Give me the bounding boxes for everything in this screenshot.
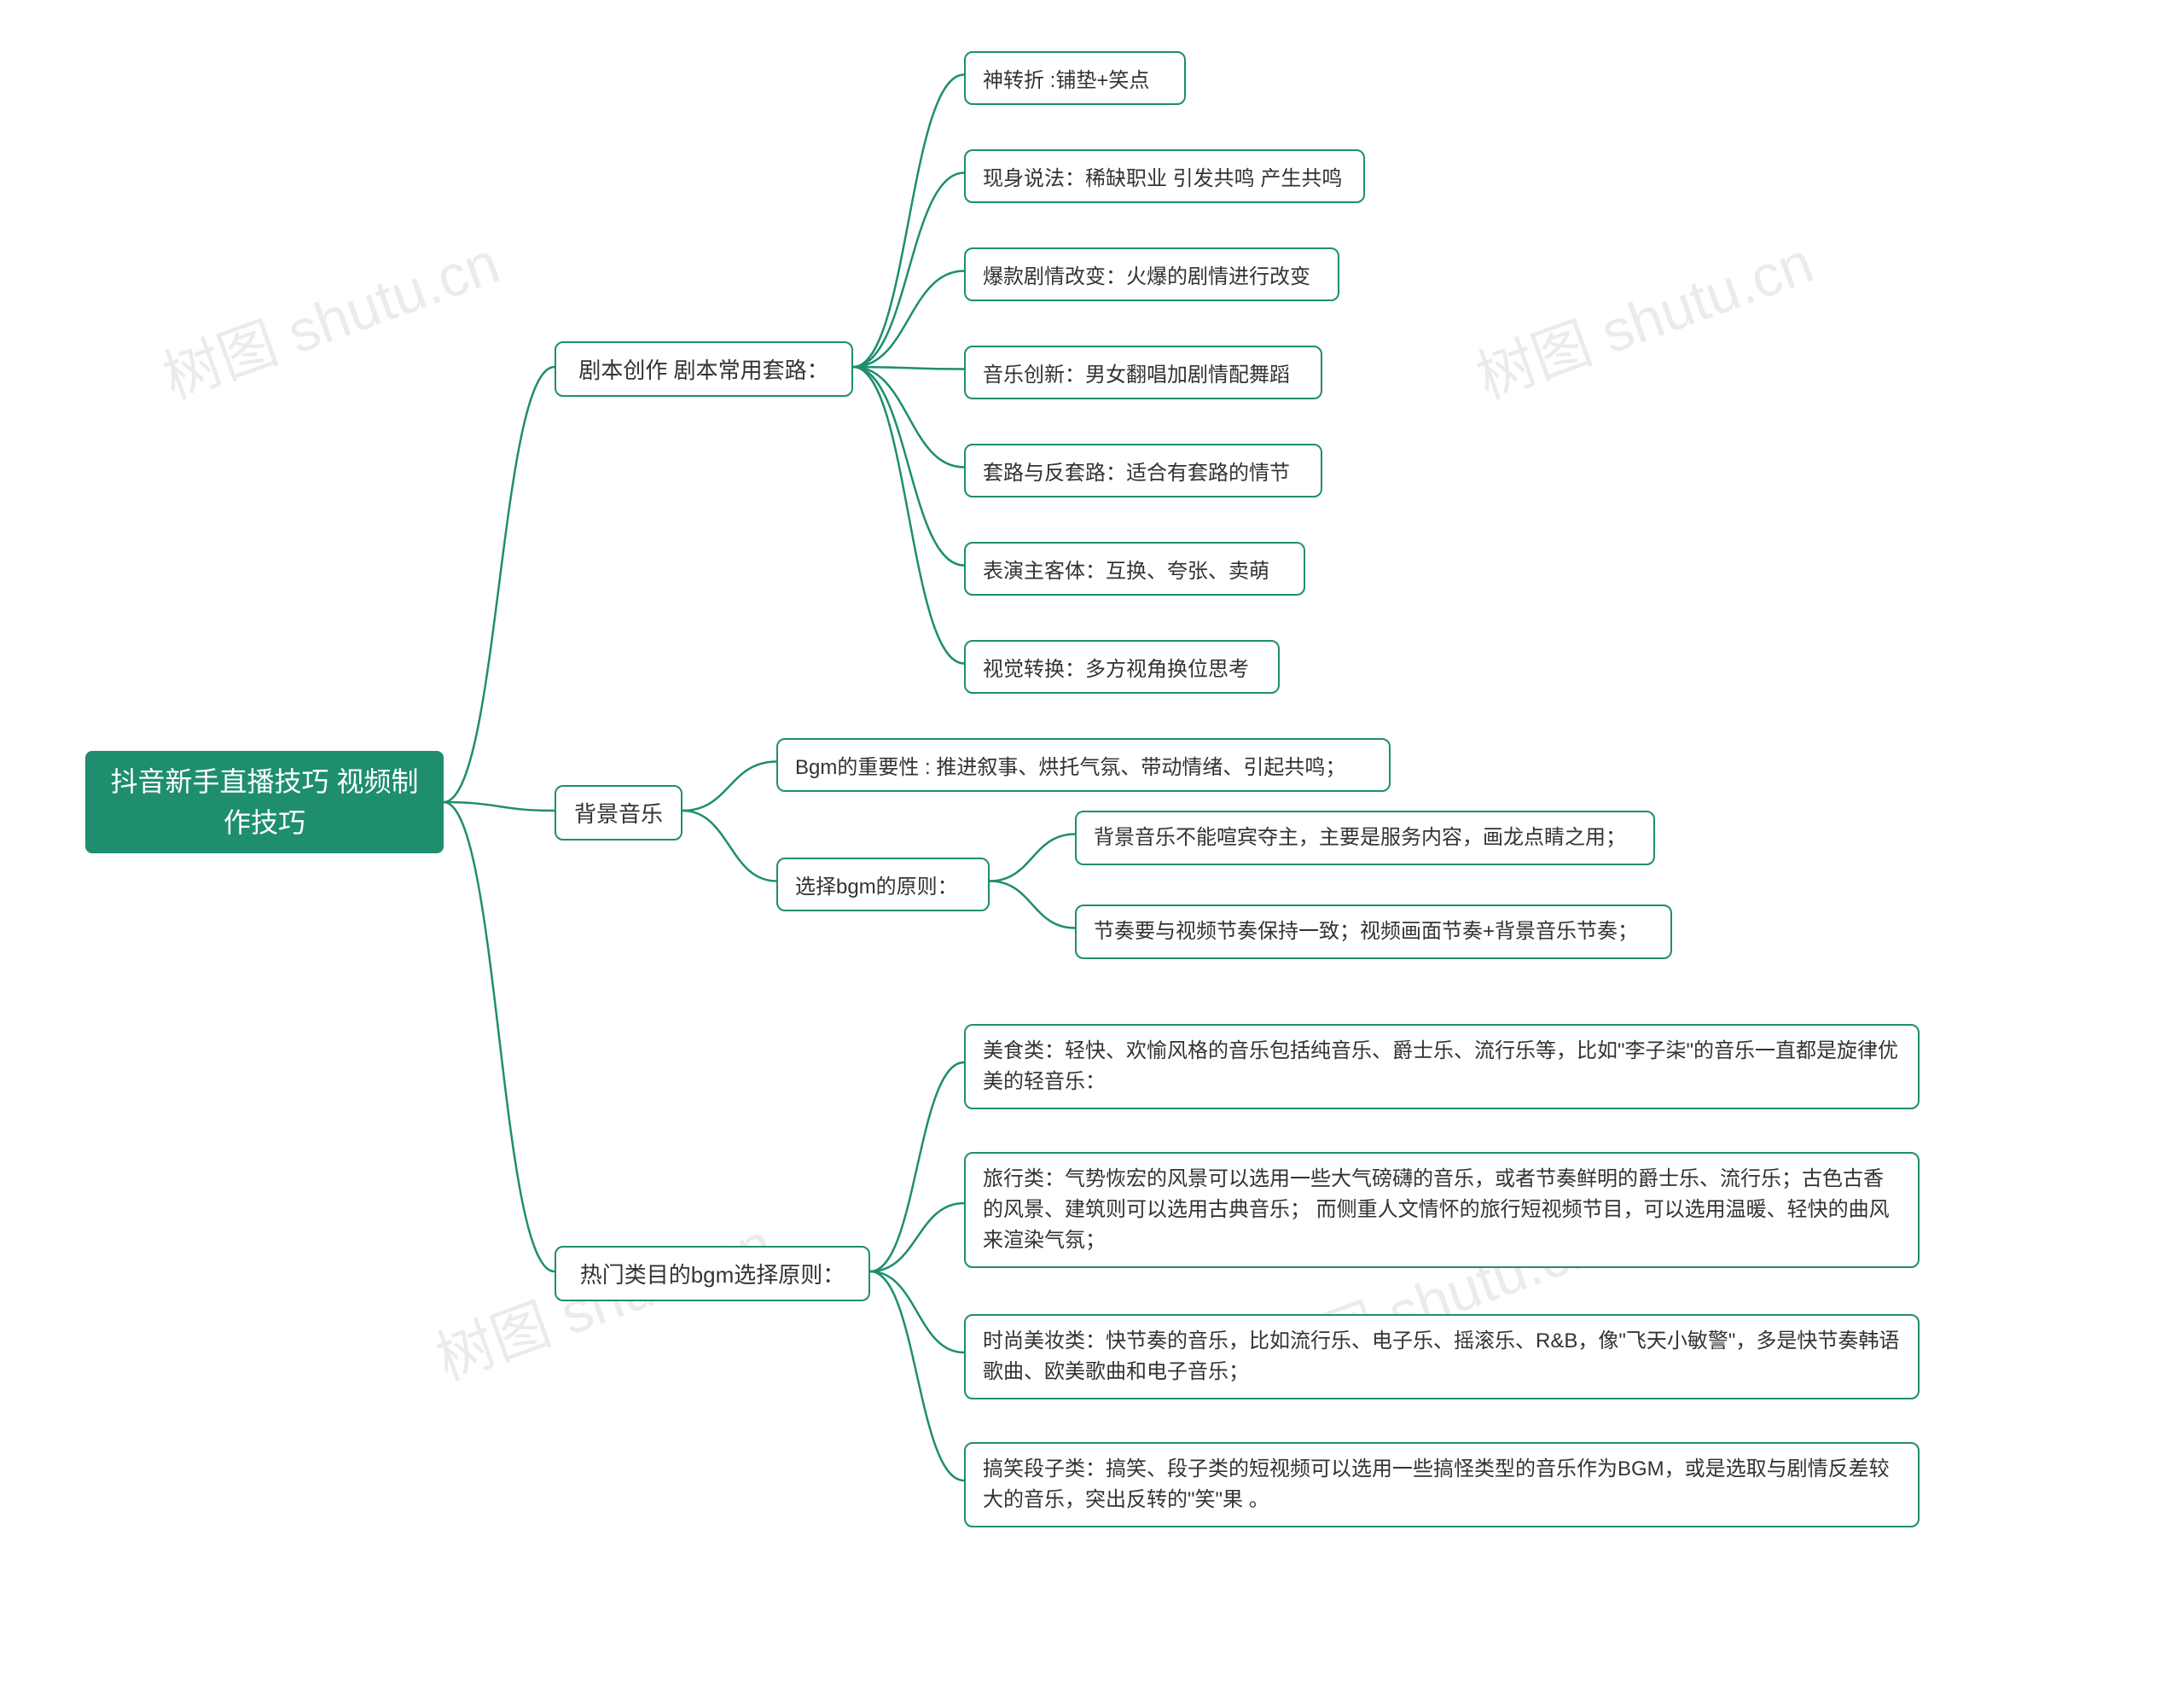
popular-leaf-1: 旅行类：气势恢宏的风景可以选用一些大气磅礴的音乐，或者节奏鲜明的爵士乐、流行乐；… [964, 1152, 1920, 1268]
script-leaf-0: 神转折 :铺垫+笑点 [964, 51, 1186, 105]
popular-leaf-2-text: 时尚美妆类：快节奏的音乐，比如流行乐、电子乐、摇滚乐、R&B，像"飞天小敏警"，… [983, 1326, 1901, 1387]
principle-leaf-0: 背景音乐不能喧宾夺主，主要是服务内容，画龙点睛之用； [1075, 811, 1655, 865]
script-leaf-3-text: 音乐创新：男女翻唱加剧情配舞蹈 [983, 358, 1290, 387]
l1-popular-text: 热门类目的bgm选择原则： [580, 1258, 845, 1289]
script-leaf-4-text: 套路与反套路：适合有套路的情节 [983, 456, 1290, 486]
watermark: 树图 shutu.cn [149, 216, 508, 416]
principle-leaf-0-text: 背景音乐不能喧宾夺主，主要是服务内容，画龙点睛之用； [1094, 823, 1626, 853]
bgm-importance-text: Bgm的重要性 : 推进叙事、烘托气氛、带动情绪、引起共鸣； [795, 750, 1345, 780]
script-leaf-5: 表演主客体：互换、夸张、卖萌 [964, 542, 1305, 596]
script-leaf-1: 现身说法：稀缺职业 引发共鸣 产生共鸣 [964, 149, 1365, 203]
popular-leaf-3-text: 搞笑段子类：搞笑、段子类的短视频可以选用一些搞怪类型的音乐作为BGM，或是选取与… [983, 1454, 1901, 1515]
watermark: 树图 shutu.cn [1463, 216, 1822, 416]
l1-bgm: 背景音乐 [555, 785, 682, 841]
l1-bgm-text: 背景音乐 [574, 797, 663, 829]
popular-leaf-3: 搞笑段子类：搞笑、段子类的短视频可以选用一些搞怪类型的音乐作为BGM，或是选取与… [964, 1442, 1920, 1527]
script-leaf-0-text: 神转折 :铺垫+笑点 [983, 63, 1149, 93]
popular-leaf-1-text: 旅行类：气势恢宏的风景可以选用一些大气磅礴的音乐，或者节奏鲜明的爵士乐、流行乐；… [983, 1164, 1901, 1256]
popular-leaf-2: 时尚美妆类：快节奏的音乐，比如流行乐、电子乐、摇滚乐、R&B，像"飞天小敏警"，… [964, 1314, 1920, 1399]
root-node: 抖音新手直播技巧 视频制作技巧 [85, 751, 444, 853]
l1-script-text: 剧本创作 剧本常用套路： [578, 353, 828, 385]
popular-leaf-0: 美食类：轻快、欢愉风格的音乐包括纯音乐、爵士乐、流行乐等，比如"李子柒"的音乐一… [964, 1024, 1920, 1109]
script-leaf-2: 爆款剧情改变：火爆的剧情进行改变 [964, 247, 1339, 301]
script-leaf-5-text: 表演主客体：互换、夸张、卖萌 [983, 554, 1269, 584]
principle-leaf-1: 节奏要与视频节奏保持一致；视频画面节奏+背景音乐节奏； [1075, 905, 1672, 959]
root-text: 抖音新手直播技巧 视频制作技巧 [102, 761, 427, 843]
script-leaf-4: 套路与反套路：适合有套路的情节 [964, 444, 1322, 497]
script-leaf-6: 视觉转换：多方视角换位思考 [964, 640, 1280, 694]
l1-popular: 热门类目的bgm选择原则： [555, 1246, 870, 1301]
script-leaf-1-text: 现身说法：稀缺职业 引发共鸣 产生共鸣 [983, 161, 1342, 191]
script-leaf-2-text: 爆款剧情改变：火爆的剧情进行改变 [983, 259, 1310, 289]
bgm-principle-text: 选择bgm的原则： [795, 870, 958, 899]
script-leaf-6-text: 视觉转换：多方视角换位思考 [983, 652, 1249, 682]
l1-script: 剧本创作 剧本常用套路： [555, 341, 853, 397]
bgm-importance: Bgm的重要性 : 推进叙事、烘托气氛、带动情绪、引起共鸣； [776, 738, 1391, 792]
script-leaf-3: 音乐创新：男女翻唱加剧情配舞蹈 [964, 346, 1322, 399]
principle-leaf-1-text: 节奏要与视频节奏保持一致；视频画面节奏+背景音乐节奏； [1094, 916, 1638, 947]
popular-leaf-0-text: 美食类：轻快、欢愉风格的音乐包括纯音乐、爵士乐、流行乐等，比如"李子柒"的音乐一… [983, 1036, 1901, 1097]
bgm-principle: 选择bgm的原则： [776, 858, 990, 911]
